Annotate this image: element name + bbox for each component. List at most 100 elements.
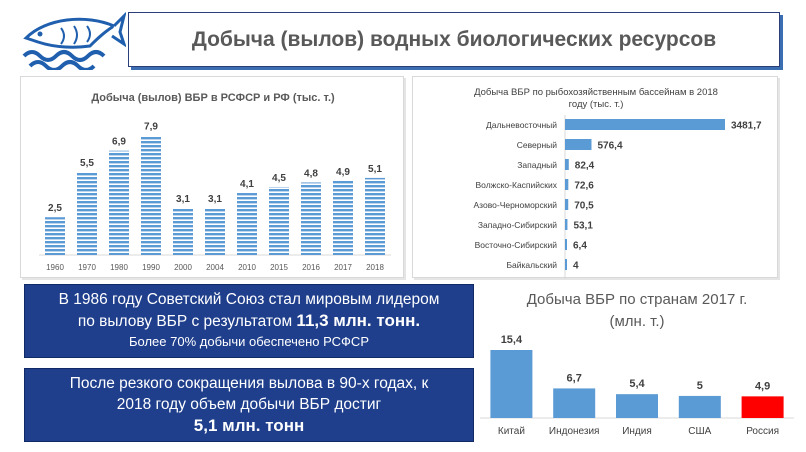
- info-box-1986-value: 11,3 млн. тонн.: [296, 311, 421, 330]
- chart2-data-label: 4: [573, 261, 579, 272]
- chart2-bar: [565, 199, 569, 210]
- wave-icon-2: [28, 60, 96, 70]
- chart1-bar: [141, 135, 161, 255]
- chart3-data-label: 5: [697, 380, 703, 392]
- chart1-x-tick-label: 1970: [78, 263, 96, 272]
- chart1-data-label: 2,5: [48, 203, 62, 214]
- chart2-category-label: Волжско-Каспийских: [476, 180, 558, 190]
- info-box-1986-line2: по вылову ВБР с результатом 11,3 млн. то…: [25, 310, 473, 332]
- info-box-2018: После резкого сокращения вылова в 90-х г…: [24, 368, 474, 442]
- chart2-bar: [565, 139, 592, 150]
- chart2-category-label: Азово-Черноморский: [474, 200, 558, 210]
- info-box-2018-value: 5,1 млн. тонн: [193, 416, 305, 435]
- chart2-data-label: 82,4: [575, 161, 595, 172]
- info-box-2018-line1: После резкого сокращения вылова в 90-х г…: [69, 375, 429, 392]
- chart3-x-tick-label: Китай: [498, 426, 525, 437]
- info-box-1986-line1: В 1986 году Советский Союз стал мировым …: [58, 291, 440, 308]
- chart1-data-label: 5,5: [80, 158, 94, 169]
- chart2-data-label: 72,6: [574, 181, 594, 192]
- wave-icon: [22, 50, 106, 62]
- chart1-data-label: 3,1: [176, 194, 190, 205]
- chart1-x-tick-label: 2016: [302, 263, 320, 272]
- chart2-data-label: 576,4: [597, 141, 622, 152]
- chart2-bar: [565, 159, 569, 170]
- fish-eye-icon: [37, 31, 43, 37]
- chart1-data-label: 6,9: [112, 137, 126, 148]
- chart3-title-line: (млн. т.): [609, 313, 664, 330]
- info-box-1986-line2-prefix: по вылову ВБР с результатом: [77, 313, 297, 330]
- chart1-x-tick-label: 2004: [206, 263, 224, 272]
- chart2-data-label: 3481,7: [731, 121, 762, 132]
- chart1-bar: [205, 208, 225, 255]
- chart3-x-tick-label: Индонезия: [549, 426, 600, 437]
- chart1-data-label: 4,5: [272, 173, 286, 184]
- chart2-category-label: Западный: [517, 160, 557, 170]
- chart1-x-tick-label: 2018: [366, 263, 384, 272]
- chart-catch-by-year: Добыча (вылов) ВБР в РСФСР и РФ (тыс. т.…: [20, 76, 404, 278]
- chart2-category-label: Восточно-Сибирский: [475, 240, 558, 250]
- chart1-x-tick-label: 2017: [334, 263, 352, 272]
- chart3-data-label: 15,4: [501, 334, 523, 346]
- chart1-bar: [269, 186, 289, 255]
- chart-catch-by-year-svg: Добыча (вылов) ВБР в РСФСР и РФ (тыс. т.…: [39, 92, 391, 272]
- chart1-x-tick-label: 2010: [238, 263, 256, 272]
- chart1-bar: [365, 177, 385, 255]
- chart2-bar: [565, 179, 569, 190]
- chart2-category-label: Северный: [517, 140, 558, 150]
- chart3-x-tick-label: Индия: [622, 426, 652, 437]
- chart2-data-label: 6,4: [573, 241, 587, 252]
- chart1-data-label: 4,9: [336, 167, 350, 178]
- chart3-data-label: 4,9: [755, 380, 770, 392]
- chart3-bar: [616, 394, 658, 418]
- info-box-1986: В 1986 году Советский Союз стал мировым …: [24, 284, 474, 358]
- chart1-x-tick-label: 2015: [270, 263, 288, 272]
- chart1-x-tick-label: 1990: [142, 263, 160, 272]
- fish-logo: [22, 11, 126, 70]
- chart3-bar: [490, 350, 533, 418]
- fish-tail-icon: [111, 11, 126, 48]
- fish-body-icon: [23, 17, 118, 49]
- page-title: Добыча (вылов) водных биологических ресу…: [191, 27, 717, 51]
- chart1-bar: [45, 217, 65, 255]
- chart2-bar: [565, 119, 725, 130]
- page-title-box: Добыча (вылов) водных биологических ресу…: [128, 12, 780, 67]
- chart2-title-line: году (тыс. т.): [569, 99, 624, 110]
- chart1-data-label: 5,1: [368, 164, 382, 175]
- chart1-x-tick-label: 1960: [46, 263, 64, 272]
- chart3-x-tick-label: Россия: [746, 426, 779, 437]
- chart1-bar: [77, 171, 97, 255]
- chart1-data-label: 4,8: [304, 168, 318, 179]
- chart-catch-by-country: Добыча ВБР по странам 2017 г. (млн. т.) 15…: [480, 291, 794, 437]
- chart2-data-label: 53,1: [573, 221, 593, 232]
- chart1-bar: [109, 150, 129, 255]
- info-box-1986-line3: Более 70% добычи обеспечено РСФСР: [129, 334, 369, 349]
- chart3-title-line: Добыча ВБР по странам 2017 г.: [527, 291, 748, 308]
- chart-catch-by-basin: Добыча ВБР по рыбохозяйственным бассейна…: [412, 76, 778, 279]
- info-box-2018-line2: 2018 году объем добычи ВБР достиг: [116, 396, 382, 413]
- chart-catch-by-basin-svg: Добыча ВБР по рыбохозяйственным бассейна…: [474, 87, 762, 279]
- chart1-data-label: 7,9: [144, 122, 158, 133]
- chart1-data-label: 4,1: [240, 179, 254, 190]
- chart1-bar: [173, 208, 193, 255]
- chart2-data-label: 70,5: [574, 201, 594, 212]
- chart2-category-label: Дальневосточный: [486, 120, 557, 130]
- chart3-x-tick-label: США: [688, 426, 711, 437]
- chart3-data-label: 5,4: [629, 378, 645, 390]
- chart3-bar: [553, 388, 596, 418]
- chart3-bar: [741, 396, 784, 418]
- chart2-title-line: Добыча ВБР по рыбохозяйственным бассейна…: [474, 87, 718, 98]
- chart2-bar: [565, 239, 567, 250]
- chart1-bar: [301, 182, 321, 255]
- chart1-x-tick-label: 1980: [110, 263, 128, 272]
- chart1-data-label: 3,1: [208, 194, 222, 205]
- chart1-x-tick-label: 2000: [174, 263, 192, 272]
- chart2-bar: [565, 219, 568, 230]
- chart3-data-label: 6,7: [567, 372, 582, 384]
- chart2-category-label: Западно-Сибирский: [478, 220, 557, 230]
- chart1-bar: [237, 193, 257, 255]
- chart2-category-label: Байкальский: [506, 260, 557, 270]
- chart3-bar: [678, 395, 721, 418]
- fish-scales-icon: [60, 25, 91, 45]
- chart1-title: Добыча (вылов) ВБР в РСФСР и РФ (тыс. т.…: [91, 92, 335, 104]
- chart2-bar: [565, 259, 567, 270]
